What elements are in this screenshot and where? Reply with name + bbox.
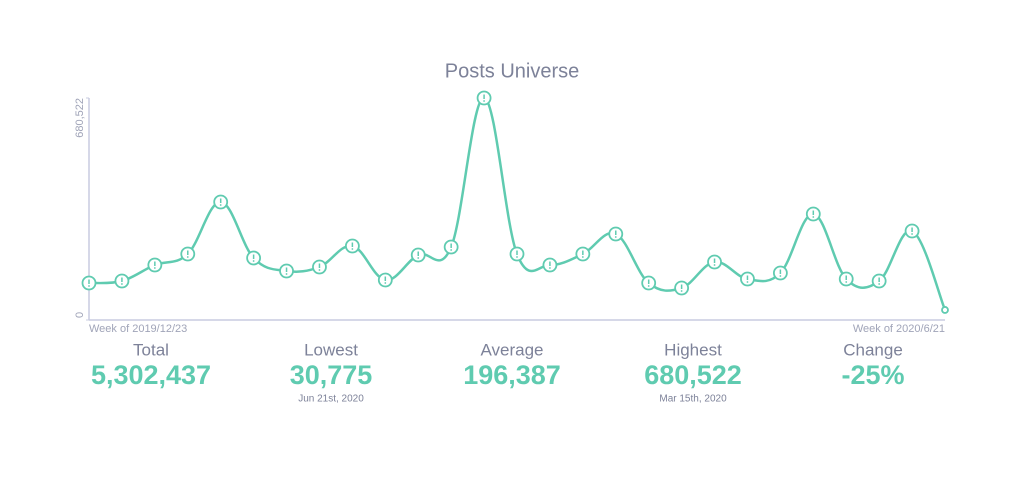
marker-icon xyxy=(153,267,156,269)
stat-label: Highest xyxy=(664,340,722,359)
marker-icon xyxy=(845,281,848,283)
point xyxy=(344,238,360,254)
point xyxy=(147,257,163,273)
x-tick-label: Week of 2019/12/23 xyxy=(89,323,187,335)
marker-icon xyxy=(647,285,650,287)
marker-icon xyxy=(450,249,453,251)
marker-icon xyxy=(911,233,913,235)
marker-icon xyxy=(384,282,387,284)
point xyxy=(312,259,327,275)
marker-icon xyxy=(713,264,716,266)
stat-label: Change xyxy=(843,340,903,359)
stat-value: 5,302,437 xyxy=(91,360,211,390)
marker-icon xyxy=(285,273,288,275)
y-tick-label: 0 xyxy=(74,312,86,318)
chart-title: Posts Universe xyxy=(445,60,580,82)
marker-icon xyxy=(516,256,518,258)
point xyxy=(941,306,949,314)
marker-icon xyxy=(812,216,815,218)
point xyxy=(476,90,492,106)
point xyxy=(81,275,97,291)
marker-icon xyxy=(746,281,749,283)
point xyxy=(377,272,393,288)
marker-icon xyxy=(186,256,189,258)
point xyxy=(213,194,229,210)
marker-icon xyxy=(318,269,321,271)
point xyxy=(904,223,920,239)
stat-label: Lowest xyxy=(304,340,358,359)
marker xyxy=(941,306,949,314)
y-tick-label: 680,522 xyxy=(74,98,86,138)
point xyxy=(575,246,591,262)
marker-icon xyxy=(878,283,881,285)
point xyxy=(871,273,887,289)
stat-note: Jun 21st, 2020 xyxy=(298,394,364,405)
point xyxy=(674,280,690,296)
point xyxy=(542,257,558,273)
point xyxy=(114,273,130,289)
point xyxy=(772,265,788,281)
point xyxy=(509,246,525,262)
stat-note: Mar 15th, 2020 xyxy=(659,394,727,405)
marker-icon xyxy=(252,260,255,262)
marker-icon xyxy=(219,204,222,206)
marker-icon xyxy=(121,283,123,285)
point xyxy=(180,246,196,262)
marker-icon xyxy=(88,285,90,287)
point xyxy=(443,239,459,255)
point xyxy=(641,275,657,291)
marker-icon xyxy=(351,248,354,250)
stat-label: Average xyxy=(480,340,543,359)
x-tick-label: Week of 2020/6/21 xyxy=(853,323,945,335)
stat-value: -25% xyxy=(841,360,904,390)
point xyxy=(410,247,426,263)
point xyxy=(279,263,294,279)
point xyxy=(608,226,624,242)
marker-icon xyxy=(680,290,683,292)
stat-label: Total xyxy=(133,340,169,359)
marker-icon xyxy=(417,257,420,259)
marker-icon xyxy=(581,256,584,258)
point xyxy=(805,206,821,222)
point xyxy=(707,254,722,270)
point xyxy=(740,271,755,287)
marker-icon xyxy=(549,267,551,269)
point xyxy=(838,271,854,287)
marker-icon xyxy=(483,100,485,102)
stat-value: 30,775 xyxy=(290,360,373,390)
marker-icon xyxy=(779,275,782,277)
marker-icon xyxy=(614,236,617,238)
stat-value: 680,522 xyxy=(644,360,742,390)
stat-value: 196,387 xyxy=(463,360,561,390)
point xyxy=(246,250,262,266)
